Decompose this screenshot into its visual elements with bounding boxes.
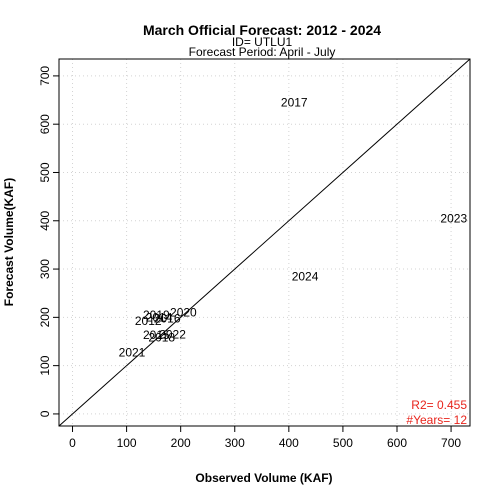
y-tick-label: 300 [38, 259, 52, 279]
y-axis-title: Forecast Volume(KAF) [2, 178, 16, 306]
y-tick-label: 400 [38, 210, 52, 230]
y-axis: 0 100 200 300 400 500 600 700 [38, 66, 59, 417]
years-stat: #Years= 12 [406, 413, 467, 427]
x-tick-label: 500 [333, 436, 353, 450]
x-tick-label: 0 [69, 436, 76, 450]
x-tick-label: 300 [225, 436, 245, 450]
x-tick-label: 100 [117, 436, 137, 450]
point-label: 2022 [159, 327, 186, 341]
y-tick-label: 700 [38, 66, 52, 86]
plot-frame [58, 58, 471, 427]
y-tick-label: 200 [38, 307, 52, 327]
x-axis: 0 100 200 300 400 500 600 700 [69, 426, 461, 450]
point-label: 2017 [281, 95, 308, 109]
y-tick-label: 100 [38, 355, 52, 375]
r2-stat: R2= 0.455 [411, 398, 467, 412]
point-label: 2016 [154, 311, 181, 325]
chart-subtitle-period: Forecast Period: April - July [189, 45, 336, 59]
one-to-one-line [58, 58, 471, 427]
point-label: 2023 [440, 211, 467, 225]
point-label: 2024 [292, 269, 319, 283]
point-label: 2020 [170, 306, 197, 320]
point-label: 2012 [135, 314, 162, 328]
y-tick-label: 600 [38, 114, 52, 134]
x-tick-label: 200 [171, 436, 191, 450]
point-label: 2019 [143, 308, 170, 322]
point-label: 2018 [148, 331, 175, 345]
x-tick-label: 400 [279, 436, 299, 450]
data-points: 2017 2023 2024 2020201920142016201220222015… [119, 95, 468, 359]
point-label: 2015 [143, 328, 170, 342]
point-label: 2021 [119, 346, 146, 360]
x-tick-label: 700 [441, 436, 461, 450]
y-tick-label: 500 [38, 162, 52, 182]
chart-title: March Official Forecast: 2012 - 2024 [143, 22, 381, 38]
x-axis-title: Observed Volume (KAF) [195, 471, 332, 485]
chart-subtitle-id: ID= UTLU1 [232, 35, 293, 49]
x-tick-label: 600 [387, 436, 407, 450]
grid [59, 59, 470, 426]
y-tick-label: 0 [38, 410, 52, 417]
point-label: 2014 [146, 310, 173, 324]
